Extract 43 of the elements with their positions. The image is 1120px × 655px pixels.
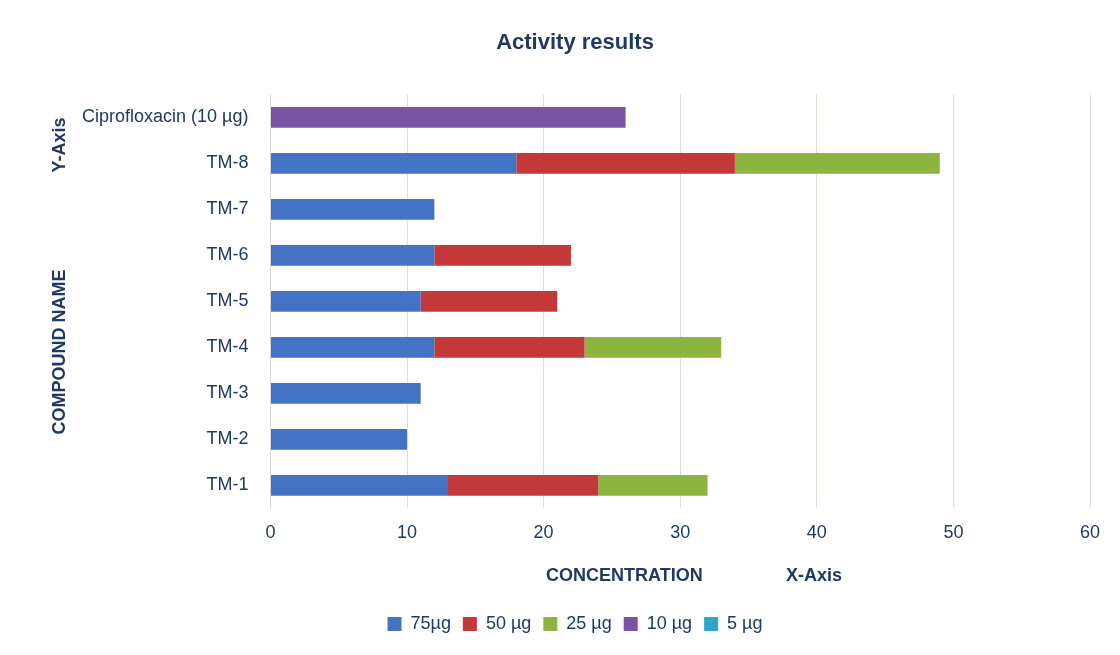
y-tick-label: TM-5 (206, 290, 249, 311)
chart-title: Activity results (496, 29, 654, 55)
bar (434, 245, 571, 266)
text: X-Axis (786, 565, 843, 586)
x-tick-label: 20 (533, 522, 554, 543)
bar (448, 475, 599, 496)
bar (270, 245, 435, 266)
y-tick-label: TM-7 (206, 198, 249, 219)
x-tick-label: 0 (265, 522, 276, 543)
y-tick-label: TM-1 (206, 474, 249, 495)
y-axis-title: COMPOUND NAME (48, 269, 69, 435)
legend-label: 5 µg (727, 612, 763, 633)
bar (270, 429, 408, 450)
bar (516, 153, 735, 174)
bar (270, 383, 421, 404)
bar (434, 337, 585, 358)
y-tick-label: Ciprofloxacin (10 µg) (81, 106, 249, 127)
legend-label: 50 µg (485, 612, 532, 633)
x-tick-label: 40 (806, 522, 827, 543)
y-tick-label: TM-4 (206, 336, 249, 357)
legend-label: 10 µg (646, 612, 693, 633)
y-tick-label: TM-2 (206, 428, 249, 449)
x-axis-title: CONCENTRATION (546, 565, 703, 586)
x-tick-label: 30 (670, 522, 691, 543)
text: Y-Axis (48, 117, 69, 173)
bar (420, 291, 558, 312)
bar (270, 337, 435, 358)
bar (584, 337, 722, 358)
bar (270, 107, 626, 128)
bar (598, 475, 708, 496)
bar (270, 199, 435, 220)
x-tick-label: 50 (943, 522, 964, 543)
bar (270, 153, 517, 174)
bar (734, 153, 940, 174)
y-tick-label: TM-3 (206, 382, 249, 403)
bar (270, 291, 421, 312)
y-tick-label: TM-6 (206, 244, 249, 265)
bar (270, 475, 449, 496)
x-tick-label: 10 (397, 522, 418, 543)
legend-label: 75µg (410, 612, 451, 633)
x-tick-label: 60 (1079, 522, 1101, 543)
y-tick-label: TM-8 (206, 152, 249, 173)
legend-label: 25 µg (566, 612, 612, 633)
